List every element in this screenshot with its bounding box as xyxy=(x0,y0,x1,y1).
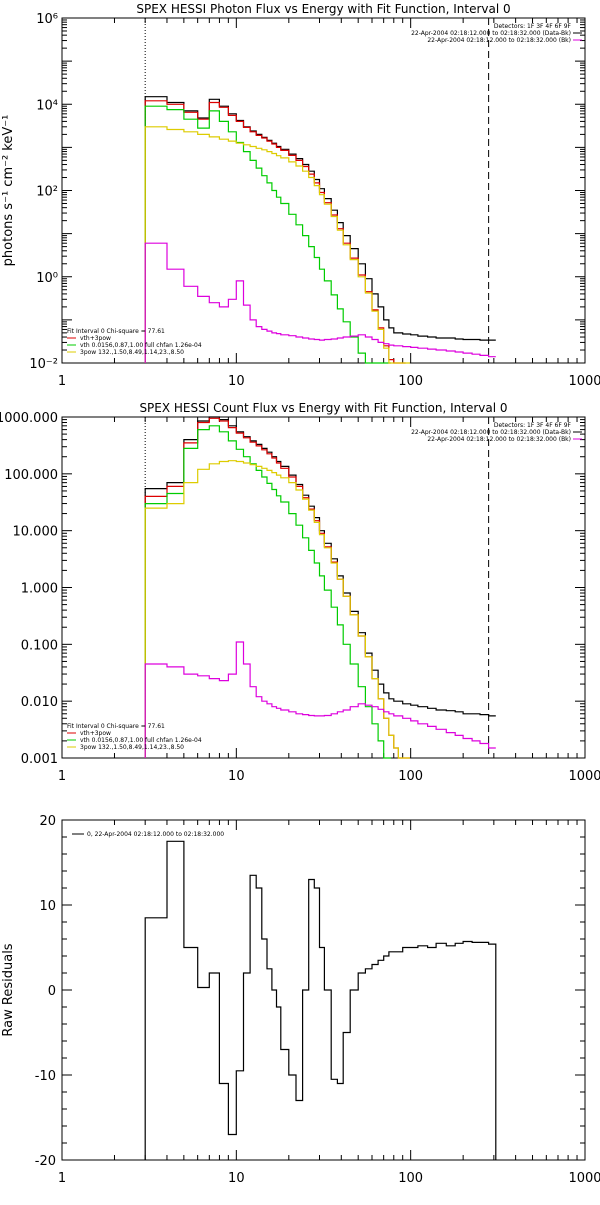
series-1-line xyxy=(144,96,496,363)
chart-title: SPEX HESSI Photon Flux vs Energy with Fi… xyxy=(136,2,510,16)
header-annotation: 22-Apr-2004 02:18:12.000 to 02:18:32.000… xyxy=(427,37,571,44)
x-tick-label: 100 xyxy=(398,374,423,389)
x-tick-label: 1 xyxy=(58,374,66,389)
header-annotation: 22-Apr-2004 02:18:12.000 to 02:18:32.000… xyxy=(411,30,571,37)
fit-legend-entry: 3pow 132.,1.50,8.49,1.14,23.,8.50 xyxy=(80,744,184,751)
chart-title: SPEX HESSI Count Flux vs Energy with Fit… xyxy=(139,401,507,415)
series-1-line xyxy=(144,416,496,758)
y-tick-label: 0.001 xyxy=(21,752,58,767)
y-tick-label: 10.000 xyxy=(13,525,59,540)
series-2-line xyxy=(144,100,406,364)
y-tick-label: -20 xyxy=(35,1154,56,1169)
y-tick-label: 0.100 xyxy=(21,638,58,653)
y-axis-label: Raw Residuals xyxy=(1,943,16,1036)
fit-legend-entry: Fit Interval 0 Chi-square = 77.61 xyxy=(67,723,165,730)
series-3-line xyxy=(144,105,391,364)
series-1-line xyxy=(144,840,497,1160)
y-tick-label: 1000.000 xyxy=(0,411,58,426)
x-tick-label: 100 xyxy=(398,769,423,784)
series-5-line xyxy=(144,641,496,758)
x-tick-label: 1000 xyxy=(568,374,600,389)
plot-frame xyxy=(61,416,586,759)
y-tick-label: -10 xyxy=(35,1069,56,1084)
fit-legend-entry: vth 0.0156,0.87,1.00 full chfan 1.26e-04 xyxy=(80,737,202,744)
fit-legend-entry: vth 0.0156,0.87,1.00 full chfan 1.26e-04 xyxy=(80,342,202,349)
y-tick-label: 10 xyxy=(39,899,56,914)
y-tick-label: 10⁻² xyxy=(29,357,58,372)
chart-panel-3: 1 10 100 1000 -20 -10 0 10 20 Raw Residuals 0, 22-… xyxy=(1,814,600,1186)
fit-legend-entry: vth+3pow xyxy=(80,730,111,737)
series-5-line xyxy=(144,242,496,363)
header-annotation: Detectors: 1F 3F 4F 6F 9F xyxy=(494,422,572,429)
x-tick-label: 1 xyxy=(58,769,66,784)
y-axis-label: photons s⁻¹ cm⁻² keV⁻¹ xyxy=(1,115,16,267)
y-tick-label: 0.010 xyxy=(21,695,58,710)
x-tick-label: 1000 xyxy=(568,769,600,784)
x-tick-label: 1000 xyxy=(568,1171,600,1186)
y-tick-label: 20 xyxy=(39,814,56,829)
series-4-line xyxy=(144,460,410,759)
header-annotation: 22-Apr-2004 02:18:12.000 to 02:18:32.000… xyxy=(411,429,571,436)
x-tick-label: 100 xyxy=(398,1171,423,1186)
y-tick-label: 0 xyxy=(48,984,56,999)
header-annotation: Detectors: 1F 3F 4F 6F 9F xyxy=(494,23,572,30)
y-tick-label: 10⁴ xyxy=(36,98,58,113)
fit-legend-entry: 3pow 132.,1.50,8.49,1.14,23.,8.50 xyxy=(80,349,184,356)
fit-legend-entry: vth+3pow xyxy=(80,335,111,342)
y-tick-label: 1.000 xyxy=(21,582,58,597)
x-tick-label: 1 xyxy=(58,1171,66,1186)
series-3-line xyxy=(144,425,391,759)
plot-frame xyxy=(61,819,586,1161)
chart-panel-2: SPEX HESSI Count Flux vs Energy with Fit… xyxy=(0,401,600,784)
y-tick-label: 10² xyxy=(36,185,58,200)
chart-panel-1: SPEX HESSI Photon Flux vs Energy with Fi… xyxy=(1,2,600,389)
header-annotation: 22-Apr-2004 02:18:12.000 to 02:18:32.000… xyxy=(427,436,571,443)
x-tick-label: 10 xyxy=(228,1171,245,1186)
y-tick-label: 10⁶ xyxy=(36,12,58,27)
fit-legend-entry: Fit Interval 0 Chi-square = 77.61 xyxy=(67,328,165,335)
x-tick-label: 10 xyxy=(228,769,245,784)
y-tick-label: 10⁰ xyxy=(36,271,58,286)
y-tick-label: 100.000 xyxy=(4,468,58,483)
x-tick-label: 10 xyxy=(228,374,245,389)
residual-legend-entry: 0, 22-Apr-2004 02:18:12.000 to 02:18:32.… xyxy=(87,831,224,838)
plot-frame xyxy=(61,17,586,364)
series-4-line xyxy=(144,126,410,364)
